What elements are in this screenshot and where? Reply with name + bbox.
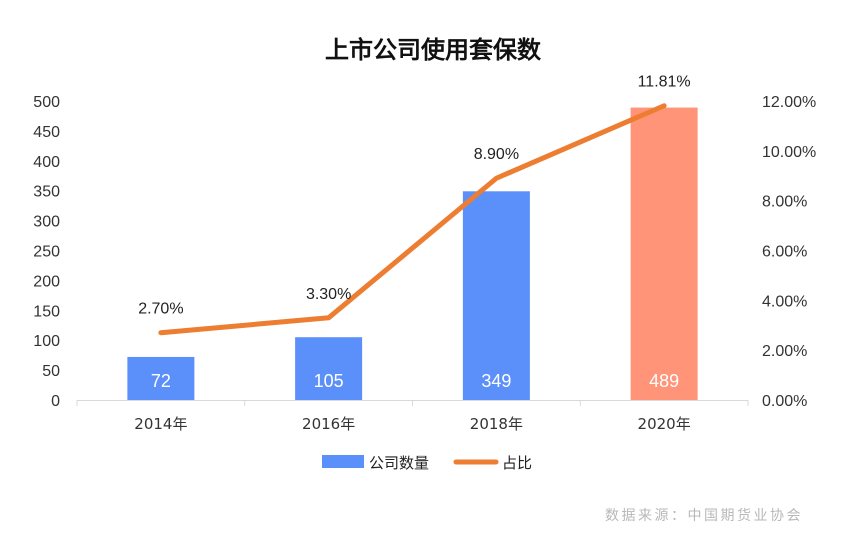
y-left-tick-label: 300: [33, 214, 60, 231]
x-tick-label: 2014年: [134, 415, 187, 433]
series-line: [158, 103, 667, 336]
bar: [462, 191, 530, 400]
bar-data-label: 489: [649, 371, 679, 391]
bar-series: 72 105 349 489: [127, 107, 698, 400]
bar: [127, 356, 195, 400]
line-data-label: 3.30%: [306, 286, 351, 303]
legend-label: 占比: [502, 454, 532, 472]
line-data-label: 11.81%: [638, 74, 691, 91]
y-left-tick-label: 500: [33, 94, 60, 111]
chart-title: 上市公司使用套保数: [325, 36, 542, 64]
legend-swatch-bar: [322, 455, 364, 468]
bar: [630, 107, 698, 400]
y-left-tick-label: 250: [33, 244, 60, 261]
y-right-tick-label: 0.00%: [762, 393, 807, 410]
bar-data-label: 72: [151, 371, 171, 391]
y-right-tick-label: 8.00%: [762, 194, 807, 211]
y-right-tick-label: 12.00%: [762, 94, 816, 111]
y-right-tick-label: 10.00%: [762, 144, 816, 161]
legend: 公司数量 占比: [322, 454, 532, 472]
x-tick-label: 2016年: [302, 415, 355, 433]
x-tick-label: 2018年: [470, 415, 523, 433]
line-data-label: 2.70%: [138, 301, 183, 318]
y-left-axis: 0 50 100 150 200 250 300 350 400 450 500: [33, 94, 60, 410]
y-left-tick-label: 450: [33, 124, 60, 141]
line-series: 2.70% 3.30% 8.90% 11.81%: [138, 74, 691, 336]
y-right-tick-label: 4.00%: [762, 293, 807, 310]
legend-label: 公司数量: [369, 454, 429, 472]
y-left-tick-label: 150: [33, 303, 60, 320]
y-left-tick-label: 400: [33, 154, 60, 171]
y-right-axis: 0.00% 2.00% 4.00% 6.00% 8.00% 10.00% 12.00%: [762, 94, 816, 410]
y-right-tick-label: 6.00%: [762, 244, 807, 261]
y-left-tick-label: 350: [33, 184, 60, 201]
line-data-label: 8.90%: [474, 146, 519, 163]
y-left-tick-label: 200: [33, 273, 60, 290]
y-left-tick-label: 0: [51, 393, 60, 410]
y-left-tick-label: 50: [42, 363, 60, 380]
x-axis: 2014年 2016年 2018年 2020年: [76, 400, 749, 433]
source-note: 数据来源：中国期货业协会: [605, 507, 803, 524]
bar-data-label: 105: [314, 371, 344, 391]
y-right-tick-label: 2.00%: [762, 343, 807, 360]
bar: [295, 337, 363, 400]
y-left-tick-label: 100: [33, 333, 60, 350]
x-tick-label: 2020年: [638, 415, 691, 433]
bar-data-label: 349: [481, 371, 511, 391]
